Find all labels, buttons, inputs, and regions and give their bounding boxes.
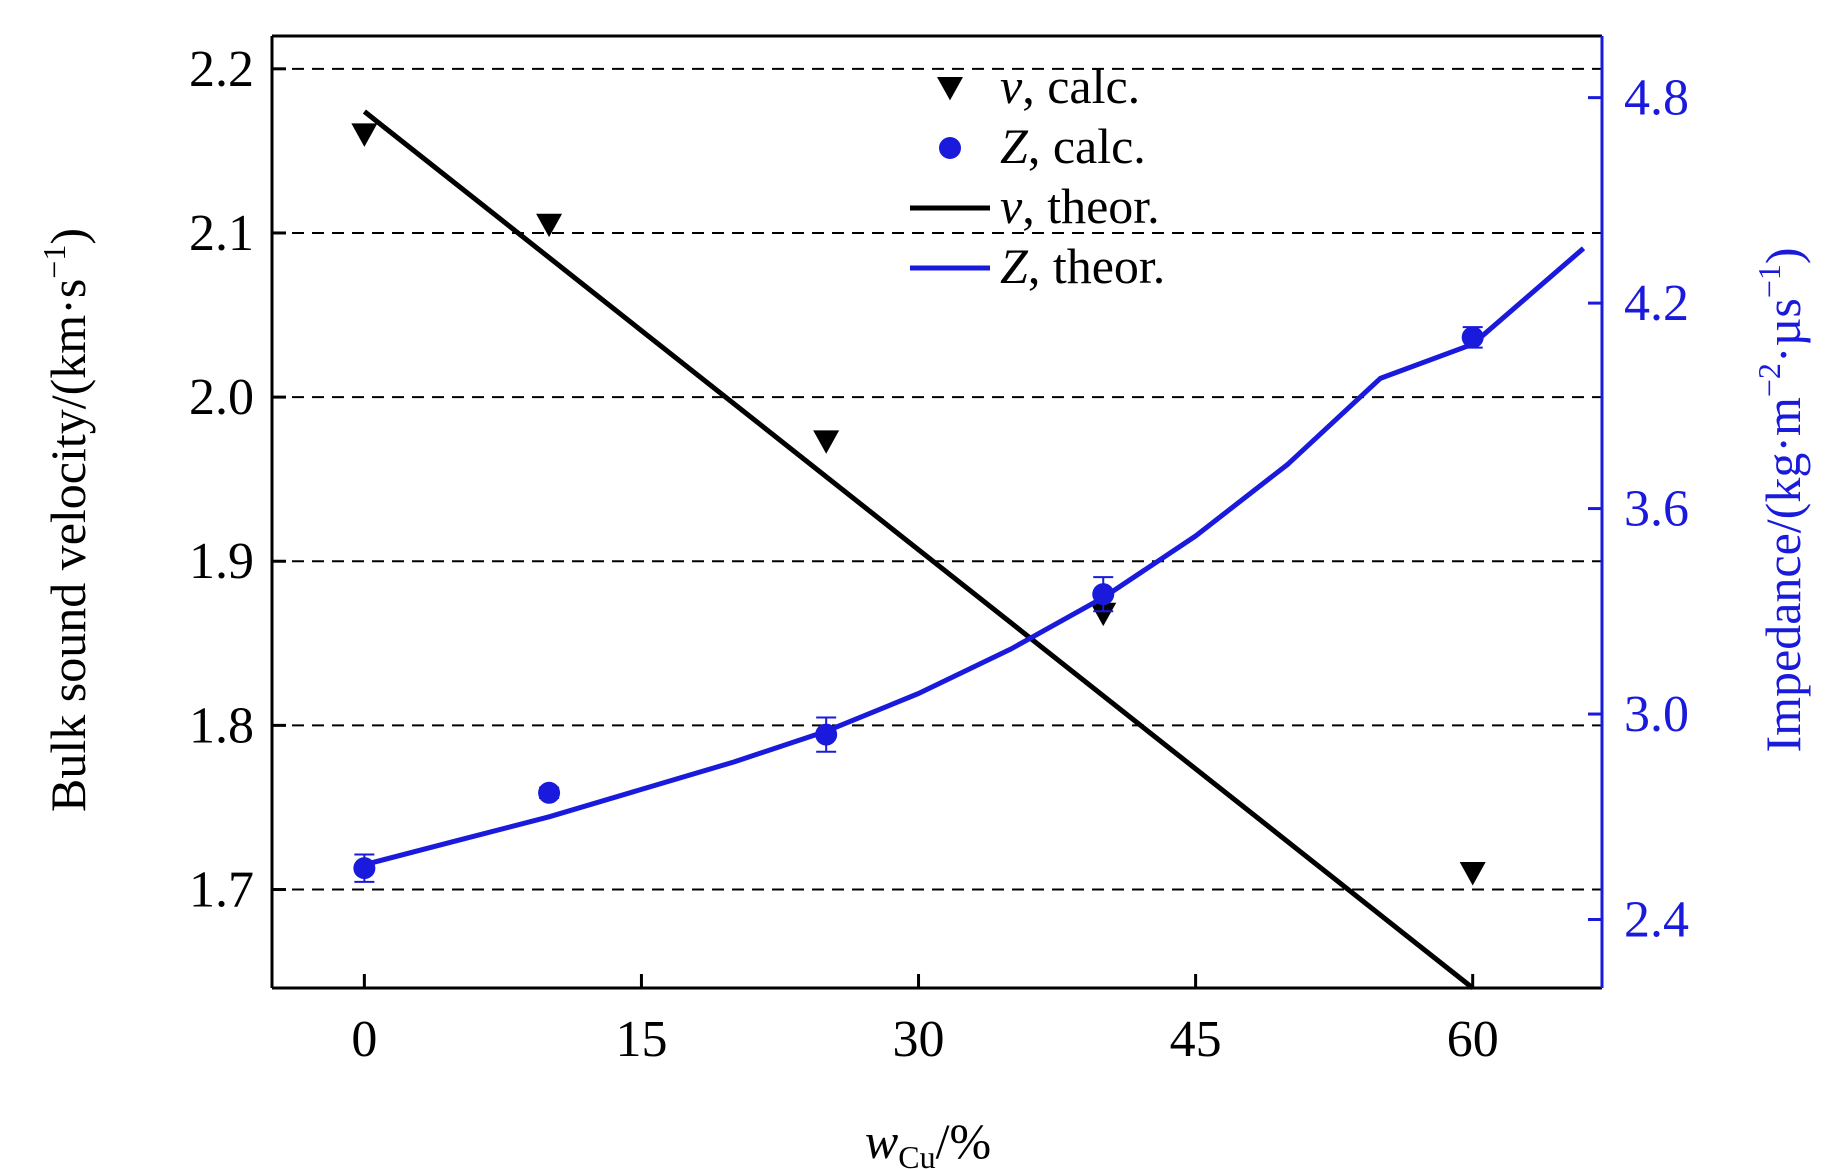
legend-text: , theor.	[1022, 178, 1159, 234]
grid-lines	[272, 67, 1602, 891]
y-left-tick-label: 2.1	[189, 205, 254, 262]
legend-marker-triangle	[937, 76, 963, 101]
legend-label-v-calc: v, calc.	[1000, 58, 1140, 114]
legend: v, calc. Z, calc. v, theor. Z, theor.	[910, 58, 1165, 294]
y-right-axis-title: Impedance/(kg·m−2·µs−1)	[1751, 247, 1811, 752]
tick-labels: 0 15 30 45 60 1.7 1.8 1.9 2.0 2.1 2.2 2.4 3.0 3.6 4.2 4…	[189, 41, 1689, 1068]
series-layer	[351, 109, 1586, 990]
y-left-axis-title-main: Bulk sound velocity/(km·s	[40, 279, 96, 812]
series-line-z-theor	[363, 246, 1586, 868]
y-left-axis-title-tail: )	[40, 228, 96, 245]
legend-symbol: Z	[1000, 238, 1029, 294]
y-left-tick-label: 2.0	[189, 369, 254, 426]
y-right-tick-label: 3.6	[1624, 481, 1689, 538]
y-right-tick-label: 4.8	[1624, 70, 1689, 127]
x-axis-title: wCu/%	[865, 1113, 991, 1169]
x-tick-label: 45	[1170, 1011, 1222, 1068]
y-right-tick-label: 3.0	[1624, 686, 1689, 743]
x-tick-label: 60	[1447, 1011, 1499, 1068]
data-point-z-calc	[538, 781, 561, 804]
legend-marker-z-calc	[939, 137, 961, 159]
legend-text: , calc.	[1022, 58, 1140, 114]
x-tick-label: 30	[893, 1011, 945, 1068]
legend-text: , calc.	[1028, 118, 1146, 174]
data-point-z-calc	[1461, 326, 1484, 349]
axis-ticks	[272, 67, 1602, 988]
x-tick-label: 15	[615, 1011, 667, 1068]
y-left-tick-label: 2.2	[189, 41, 254, 98]
legend-marker-v-calc	[937, 76, 963, 101]
x-axis-title-sub: Cu	[898, 1139, 935, 1169]
legend-item-v-calc: v, calc.	[937, 58, 1140, 114]
legend-text: , theor.	[1028, 238, 1165, 294]
x-axis-title-tail: /%	[936, 1113, 992, 1169]
legend-symbol: Z	[1000, 118, 1029, 174]
x-axis-title-main: w	[865, 1113, 898, 1169]
legend-item-v-theor: v, theor.	[910, 178, 1160, 234]
legend-symbol: v	[1000, 58, 1023, 114]
y-left-tick-label: 1.7	[189, 862, 254, 919]
y-left-tick-label: 1.8	[189, 697, 254, 754]
y-right-axis-title-sup1: −2	[1751, 363, 1787, 397]
y-right-tick-label: 2.4	[1624, 892, 1689, 949]
legend-symbol: v	[1000, 178, 1023, 234]
y-right-tick-label: 4.2	[1624, 275, 1689, 332]
legend-label-v-theor: v, theor.	[1000, 178, 1160, 234]
data-point-v-calc	[1459, 862, 1486, 886]
data-point-v-calc	[1090, 602, 1117, 627]
legend-item-z-theor: Z, theor.	[910, 238, 1165, 294]
y-left-tick-label: 1.9	[189, 533, 254, 590]
legend-label-z-calc: Z, calc.	[1000, 118, 1146, 174]
data-point-v-calc	[813, 430, 840, 454]
y-left-axis-title-sup: −1	[36, 245, 72, 279]
legend-marker-circle	[939, 137, 961, 159]
axes-frame	[270, 34, 1604, 990]
legend-item-z-calc: Z, calc.	[939, 118, 1146, 174]
x-tick-label: 0	[351, 1011, 377, 1068]
y-left-axis-title: Bulk sound velocity/(km·s−1)	[36, 228, 96, 812]
y-right-axis-title-mid: ·µs	[1755, 298, 1811, 363]
legend-label-z-theor: Z, theor.	[1000, 238, 1165, 294]
y-right-axis-title-tail: )	[1755, 247, 1811, 264]
y-right-axis-title-main: Impedance/(kg·m	[1755, 397, 1811, 753]
data-point-v-calc	[351, 123, 378, 147]
y-right-axis-title-sup2: −1	[1751, 264, 1787, 298]
data-point-v-calc	[536, 213, 563, 238]
series-line-v-theor	[362, 109, 1475, 990]
